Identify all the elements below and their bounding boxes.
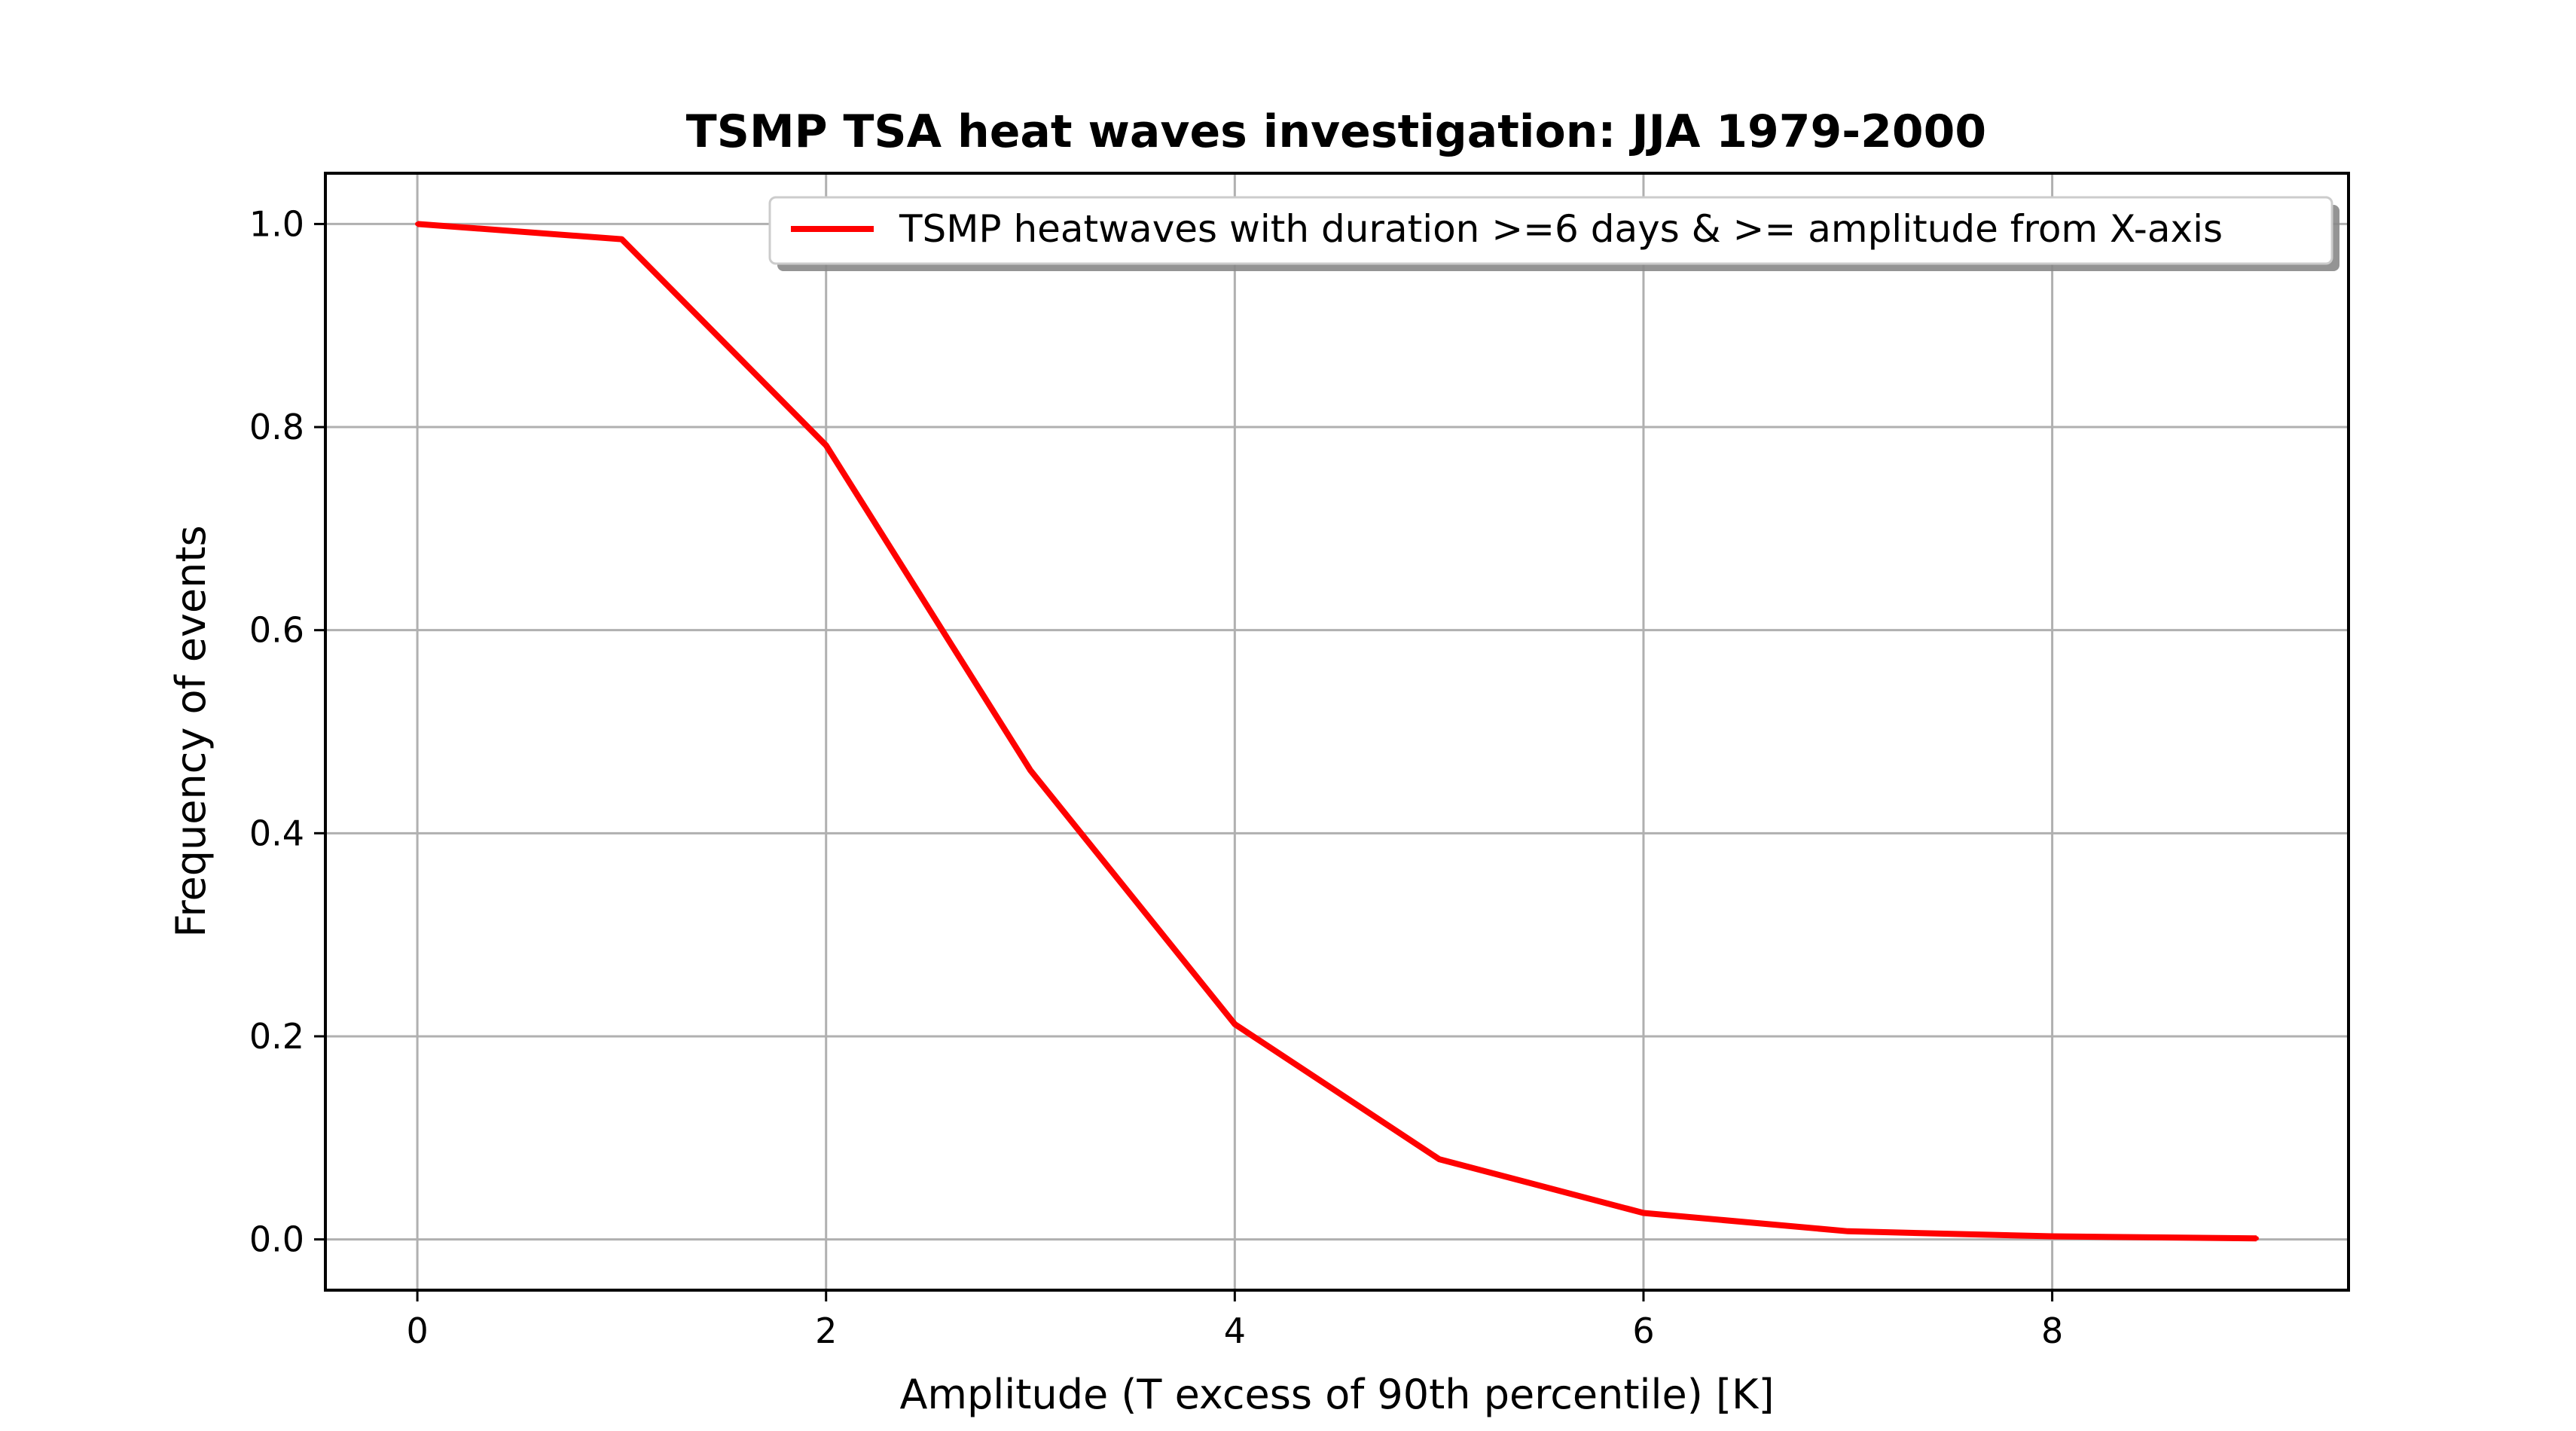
legend: TSMP heatwaves with duration >=6 days & … [768, 196, 2339, 271]
data-point-0-7 [1845, 1228, 1851, 1234]
y-tick-label-1: 0.2 [249, 1016, 304, 1057]
data-point-0-6 [1641, 1210, 1646, 1216]
data-point-0-8 [2050, 1234, 2055, 1239]
data-point-0-5 [1436, 1157, 1442, 1162]
x-tick-label-4: 8 [2041, 1310, 2063, 1351]
x-tick-label-3: 6 [1632, 1310, 1654, 1351]
plot-area-frame [324, 172, 2350, 1292]
y-tick-label-2: 0.4 [249, 813, 304, 853]
data-point-0-1 [619, 236, 624, 242]
x-tick-label-1: 2 [815, 1310, 837, 1351]
y-axis-label: Frequency of events [167, 525, 215, 937]
y-tick-label-0: 0.0 [249, 1219, 304, 1260]
y-tick-label-4: 0.8 [249, 407, 304, 447]
y-tick-label-3: 0.6 [249, 610, 304, 651]
y-tick-label-5: 1.0 [249, 203, 304, 244]
series-line-0 [417, 221, 2257, 1242]
data-point-0-9 [2254, 1236, 2259, 1241]
data-point-0-4 [1232, 1021, 1238, 1027]
x-axis-label: Amplitude (T excess of 90th percentile) … [899, 1371, 1774, 1418]
data-point-0-2 [823, 443, 829, 448]
chart-title: TSMP TSA heat waves investigation: JJA 1… [686, 105, 1986, 158]
data-point-0-0 [415, 221, 420, 227]
x-tick-label-2: 4 [1224, 1310, 1246, 1351]
legend-box [768, 196, 2333, 265]
axis-ticks: 0 2 4 6 8 0.0 0.2 0.4 0.6 0.8 1.0 [249, 203, 2063, 1351]
plot-series [415, 221, 2259, 1242]
x-tick-label-0: 0 [406, 1310, 428, 1351]
data-point-0-3 [1028, 767, 1033, 773]
legend-label: TSMP heatwaves with duration >=6 days & … [899, 207, 2223, 251]
